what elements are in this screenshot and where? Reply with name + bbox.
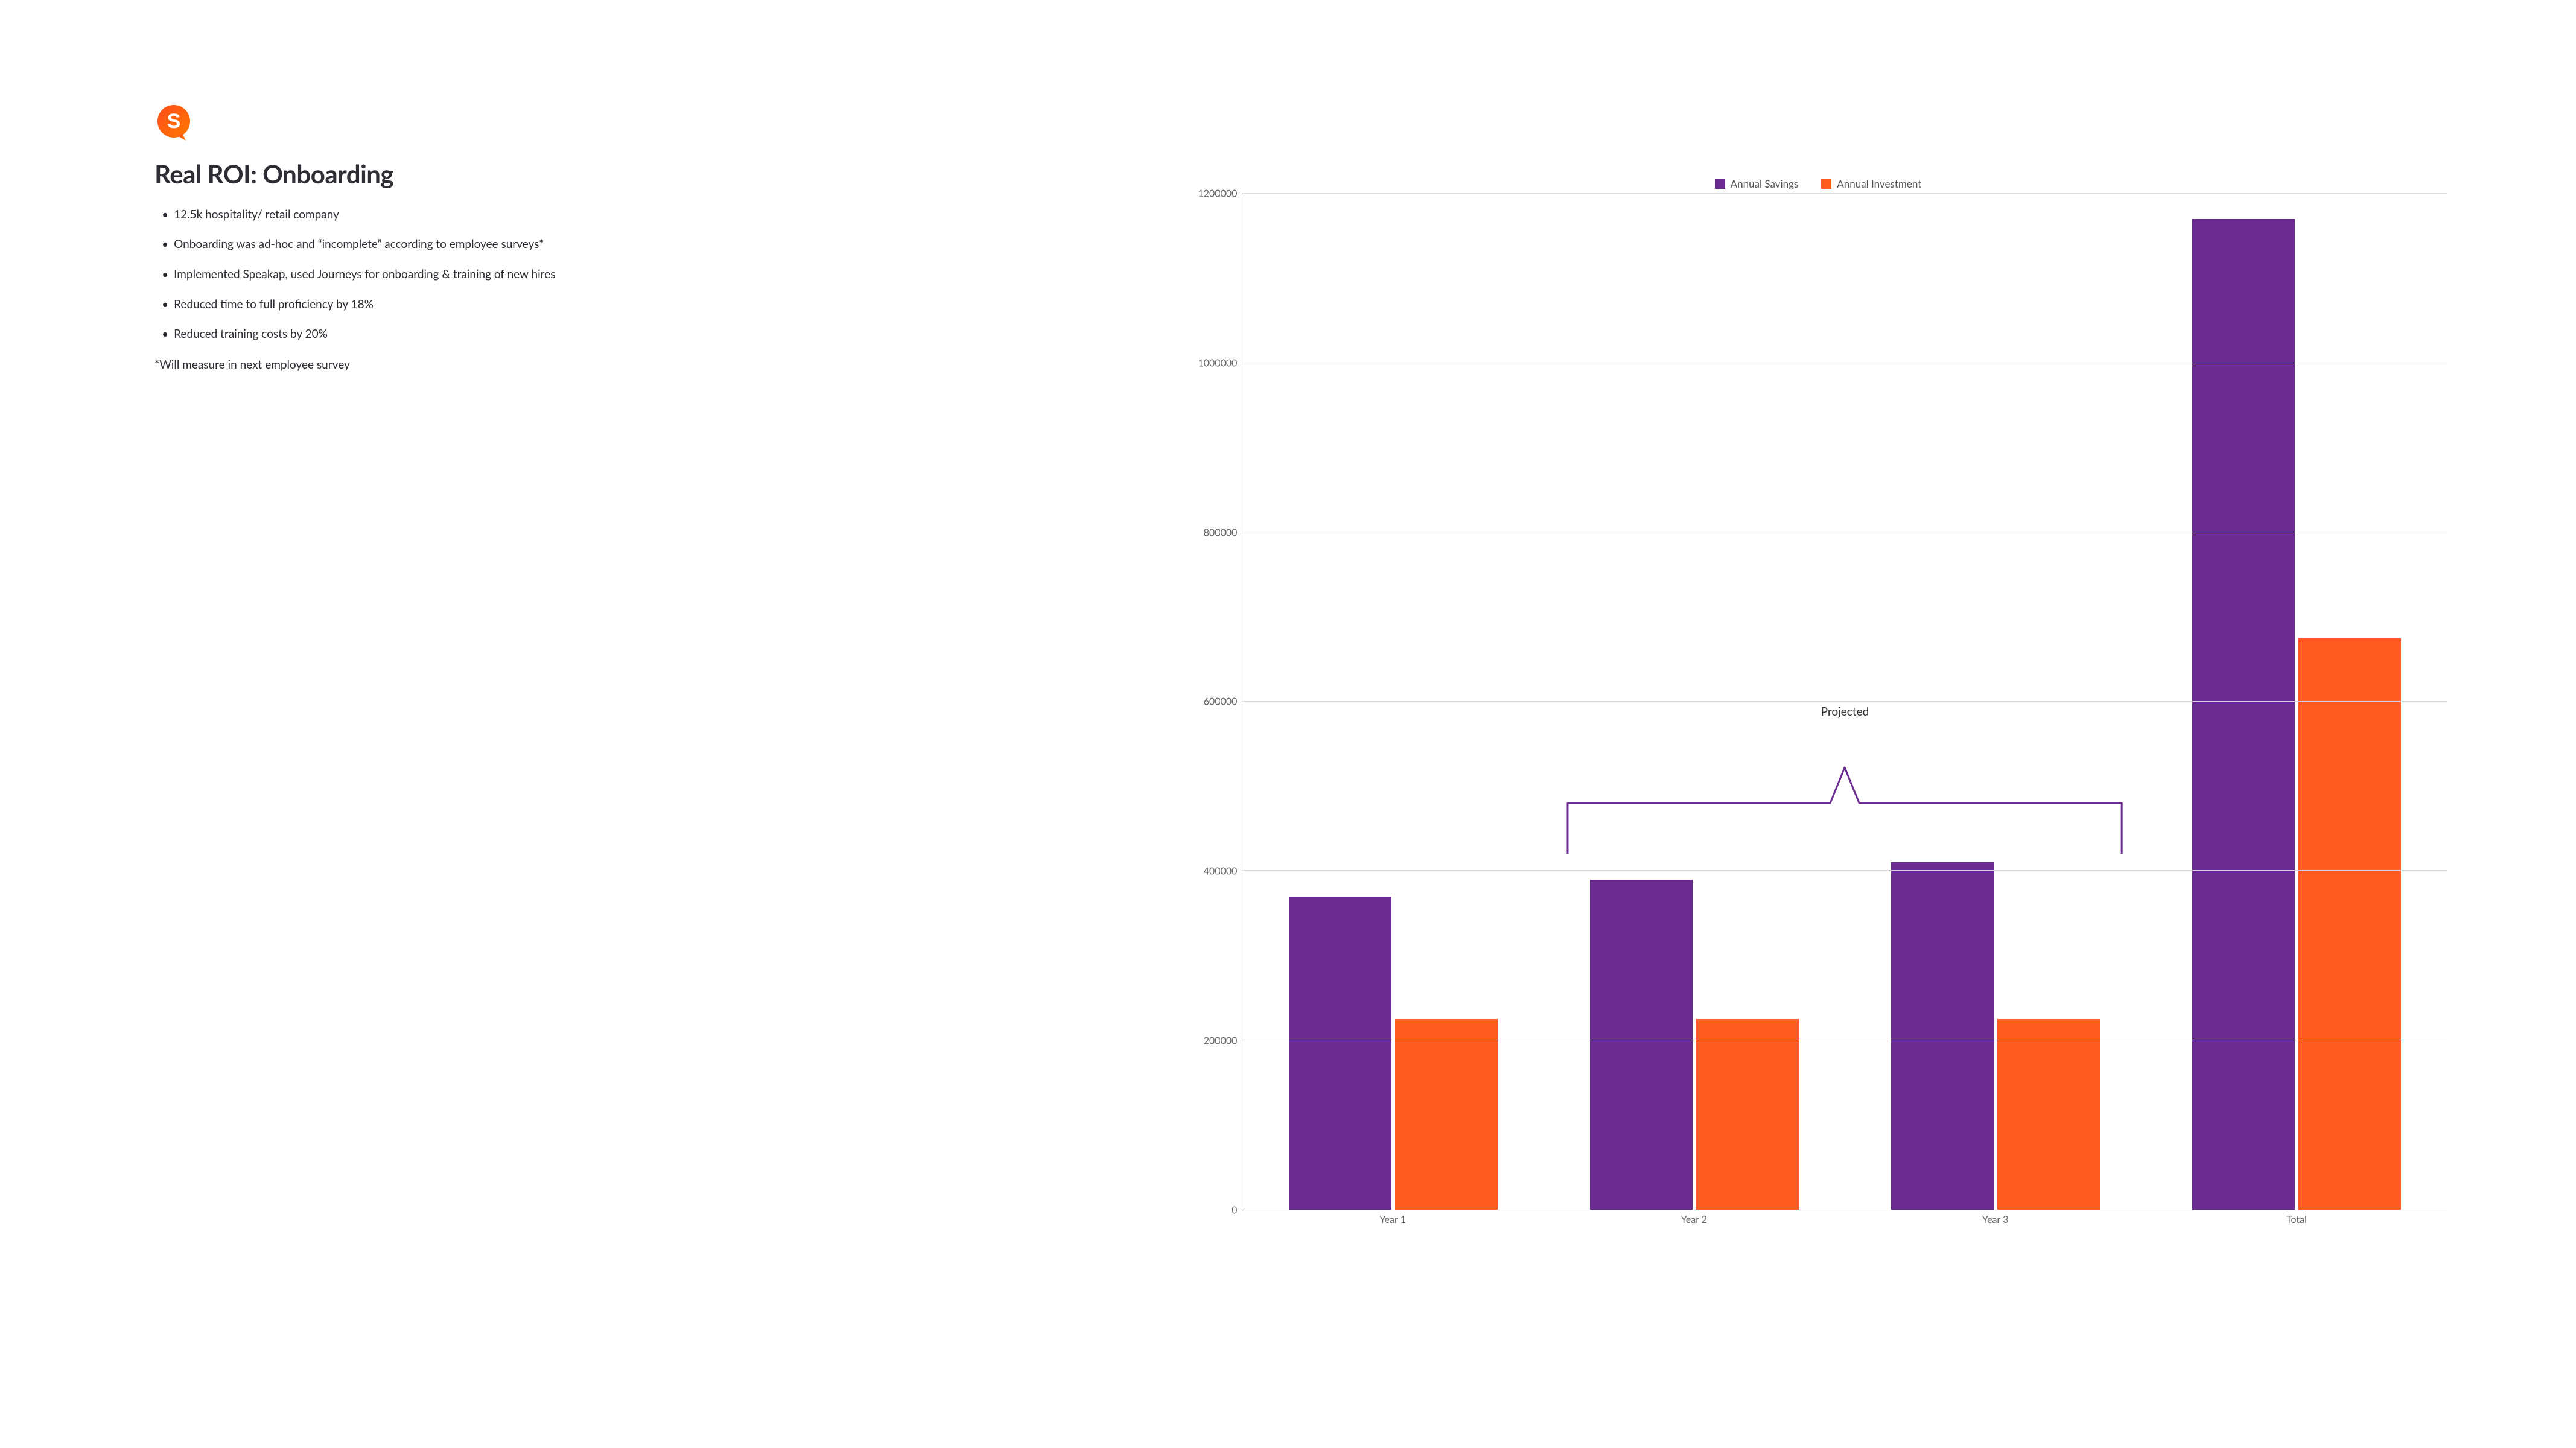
bar-investment: [1997, 1019, 2100, 1210]
chart-y-axis: 020000040000060000080000010000001200000: [1189, 194, 1242, 1210]
gridline: [1242, 870, 2447, 871]
legend-item-investment: Annual Investment: [1821, 177, 1921, 190]
bullet-item: Implemented Speakap, used Journeys for o…: [165, 267, 1163, 282]
bar-investment: [1696, 1019, 1799, 1210]
left-column: S Real ROI: Onboarding 12.5k hospitality…: [154, 103, 1163, 1345]
legend-swatch-icon: [1821, 179, 1831, 189]
legend-label: Annual Savings: [1731, 177, 1799, 190]
legend-label: Annual Investment: [1837, 177, 1921, 190]
legend-swatch-icon: [1715, 179, 1725, 189]
y-tick-label: 0: [1189, 1204, 1237, 1216]
y-tick-label: 1000000: [1189, 357, 1237, 369]
y-tick-label: 200000: [1189, 1035, 1237, 1046]
bullet-item: Onboarding was ad-hoc and “incomplete” a…: [165, 237, 1163, 252]
chart-legend: Annual Savings Annual Investment: [1189, 177, 2447, 190]
chart-x-axis: Year 1Year 2Year 3Total: [1242, 1210, 2447, 1226]
gridline: [1242, 701, 2447, 702]
x-tick-label: Year 3: [1845, 1210, 2146, 1226]
projected-label: Projected: [1821, 705, 1869, 719]
brand-logo-icon: S: [154, 103, 193, 142]
chart-plot-area: 020000040000060000080000010000001200000 …: [1189, 194, 2447, 1225]
bar-savings: [1590, 880, 1693, 1210]
bar-savings: [1891, 862, 1994, 1209]
x-tick-label: Year 2: [1544, 1210, 1845, 1226]
page-title: Real ROI: Onboarding: [154, 159, 1163, 189]
svg-text:S: S: [167, 110, 181, 133]
bar-investment: [2298, 638, 2401, 1210]
slide: S Real ROI: Onboarding 12.5k hospitality…: [0, 0, 2576, 1448]
bullet-item: Reduced training costs by 20%: [165, 326, 1163, 342]
bar-investment: [1395, 1019, 1498, 1210]
footnote: *Will measure in next employee survey: [154, 358, 1163, 372]
roi-bar-chart: Annual Savings Annual Investment 0 200000…: [1189, 177, 2447, 1245]
right-column: Annual Savings Annual Investment 0 200000…: [1163, 103, 2447, 1345]
y-tick-label: 800000: [1189, 527, 1237, 538]
x-tick-label: Year 1: [1242, 1210, 1543, 1226]
bar-savings: [1289, 897, 1391, 1210]
y-tick-label: 400000: [1189, 866, 1237, 877]
y-tick-label: 600000: [1189, 696, 1237, 708]
legend-item-savings: Annual Savings: [1715, 177, 1799, 190]
gridline: [1242, 193, 2447, 194]
bar-savings: [2192, 219, 2295, 1209]
bullet-list: 12.5k hospitality/ retail company Onboar…: [154, 207, 1163, 357]
y-tick-label: 1200000: [1189, 188, 1237, 200]
x-tick-label: Total: [2146, 1210, 2447, 1226]
bullet-item: 12.5k hospitality/ retail company: [165, 207, 1163, 223]
chart-grid: Projected: [1242, 194, 2447, 1210]
bullet-item: Reduced time to full proficiency by 18%: [165, 297, 1163, 313]
